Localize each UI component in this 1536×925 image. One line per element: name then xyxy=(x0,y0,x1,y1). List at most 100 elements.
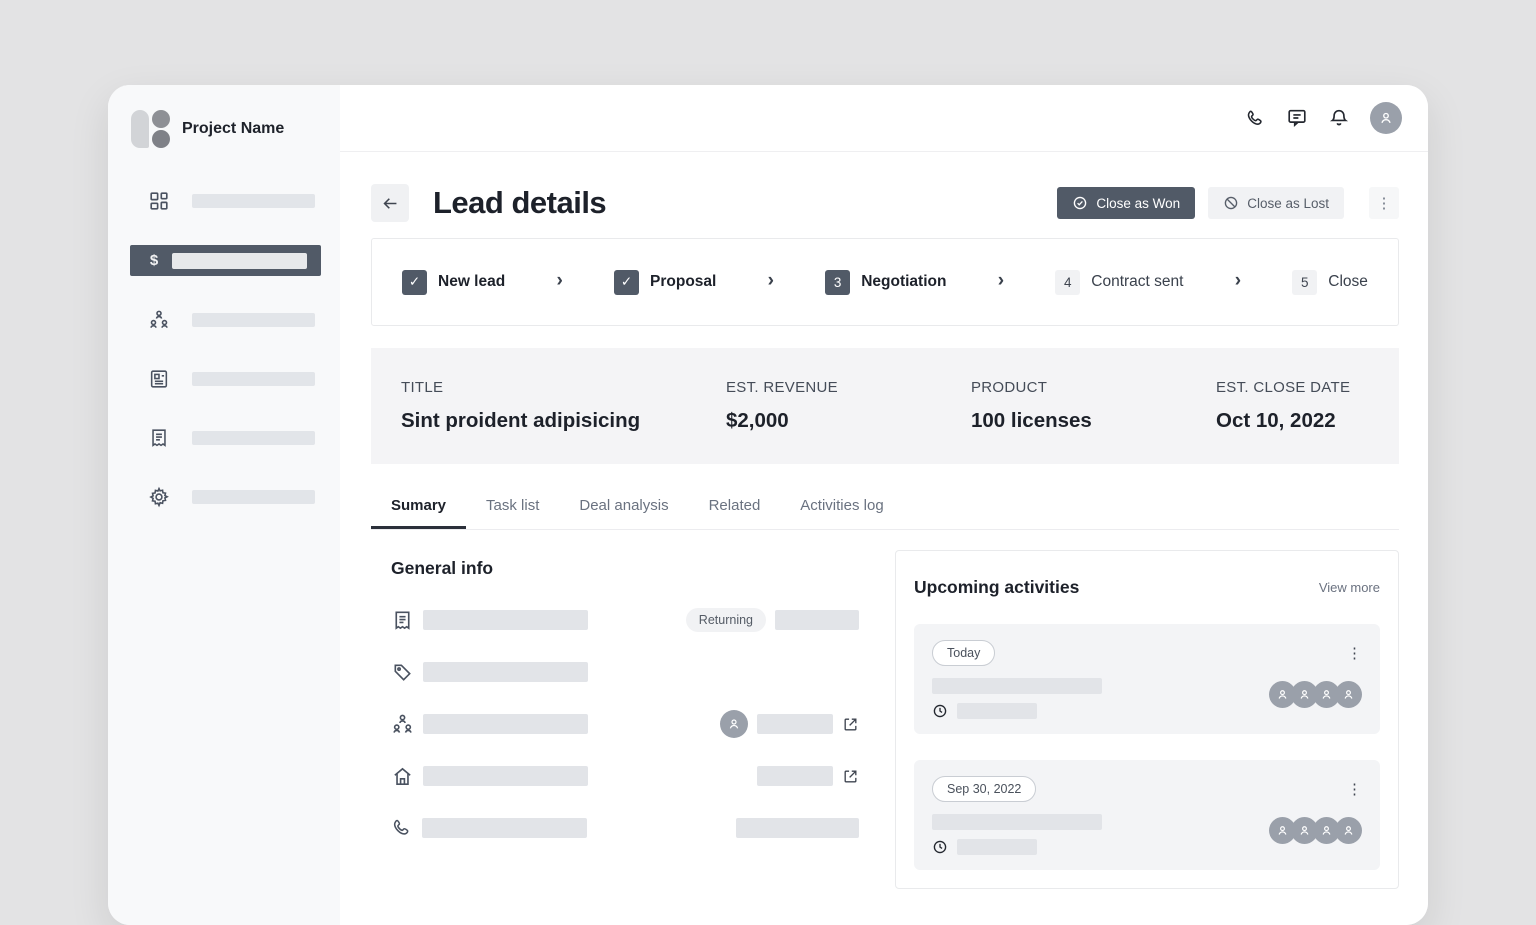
stage-number: 3 xyxy=(825,269,851,295)
value-placeholder xyxy=(757,766,833,786)
check-circle-icon xyxy=(1074,196,1087,210)
general-info-title: General info xyxy=(391,558,494,578)
chevron-right-icon: › xyxy=(997,270,1005,291)
field-product: PRODUCT 100 licenses xyxy=(971,379,1216,433)
date-badge: Sep 30, 2022 xyxy=(932,776,1037,802)
project-name: Project Name xyxy=(182,120,285,137)
nav-placeholder xyxy=(192,490,315,504)
detail-tabs: Sumary Task list Deal analysis Related A… xyxy=(371,491,1399,530)
sidebar-item-invoices[interactable] xyxy=(148,423,340,453)
activity-card-today[interactable]: Today ⋮ xyxy=(914,624,1380,734)
content-columns: General info Returning xyxy=(371,550,1399,889)
page-header: Lead details Close as Won Close as Lost … xyxy=(340,152,1428,222)
clock-icon xyxy=(932,839,948,855)
logo-dot-bottom xyxy=(152,130,170,148)
tab-task-list[interactable]: Task list xyxy=(486,497,540,514)
close-as-won-button[interactable]: Close as Won xyxy=(1057,187,1196,219)
date-badge: Today xyxy=(932,640,996,666)
stage-number: 5 xyxy=(1292,269,1318,295)
value-placeholder xyxy=(423,662,588,682)
info-row-owner xyxy=(391,709,859,739)
stage-new-lead[interactable]: ✓ New lead xyxy=(402,269,506,295)
more-actions-button[interactable]: ⋮ xyxy=(1369,187,1399,219)
attendee-avatars xyxy=(1269,681,1362,708)
activity-time-placeholder xyxy=(957,839,1037,855)
row-right: Returning xyxy=(685,608,859,632)
pipeline-stage-bar: ✓ New lead › ✓ Proposal › 3 Negotiation … xyxy=(371,238,1399,326)
stage-number: 4 xyxy=(1055,269,1081,295)
stage-proposal[interactable]: ✓ Proposal xyxy=(614,269,717,295)
activity-title-placeholder xyxy=(932,678,1102,694)
stage-negotiation[interactable]: 3 Negotiation xyxy=(825,269,946,295)
sidebar-item-contacts[interactable] xyxy=(148,305,340,335)
org-chart-icon xyxy=(148,309,170,331)
receipt-icon xyxy=(391,609,414,632)
activity-time-row xyxy=(932,839,1362,855)
activity-time-row xyxy=(932,703,1362,719)
external-link-icon[interactable] xyxy=(842,768,859,785)
value-placeholder xyxy=(423,714,588,734)
gear-icon xyxy=(148,486,170,508)
close-as-won-label: Close as Won xyxy=(1096,195,1181,211)
activity-time-placeholder xyxy=(957,703,1037,719)
user-avatar[interactable] xyxy=(1370,102,1402,134)
stage-label: New lead xyxy=(438,273,506,290)
field-label: PRODUCT xyxy=(971,379,1048,396)
tab-summary[interactable]: Sumary xyxy=(371,491,466,529)
chevron-right-icon: › xyxy=(1234,270,1242,291)
chevron-right-icon: › xyxy=(556,270,563,291)
attendee-avatar xyxy=(1335,681,1362,708)
tab-activities-log[interactable]: Activities log xyxy=(800,497,884,514)
field-value: Oct 10, 2022 xyxy=(1216,409,1336,432)
kebab-icon[interactable]: ⋮ xyxy=(1347,781,1362,798)
lead-summary-bar: TITLE Sint proident adipisicing EST. REV… xyxy=(371,348,1399,464)
clock-icon xyxy=(932,703,948,719)
field-title: TITLE Sint proident adipisicing xyxy=(401,379,726,433)
row-right xyxy=(757,766,859,786)
general-info-section: General info Returning xyxy=(371,550,875,889)
close-as-lost-button[interactable]: Close as Lost xyxy=(1208,187,1344,219)
returning-badge: Returning xyxy=(685,608,766,632)
slash-circle-icon xyxy=(1224,196,1238,210)
chat-icon[interactable] xyxy=(1286,107,1308,129)
value-placeholder xyxy=(757,714,833,734)
header-actions: Close as Won Close as Lost ⋮ xyxy=(1057,187,1399,219)
sidebar-item-deals[interactable]: $ xyxy=(130,245,321,276)
sidebar-item-settings[interactable] xyxy=(148,482,340,512)
external-link-icon[interactable] xyxy=(842,716,859,733)
field-value: 100 licenses xyxy=(971,409,1092,432)
tab-deal-analysis[interactable]: Deal analysis xyxy=(579,497,669,514)
receipt-icon xyxy=(148,427,170,449)
nav-placeholder xyxy=(172,252,307,269)
bell-icon[interactable] xyxy=(1328,107,1350,129)
nav-placeholder xyxy=(192,372,315,386)
back-button[interactable] xyxy=(371,184,409,222)
stage-label: Proposal xyxy=(650,273,717,290)
sidebar-item-documents[interactable] xyxy=(148,364,340,394)
value-placeholder xyxy=(736,818,859,838)
info-row-phone xyxy=(391,813,859,843)
phone-icon[interactable] xyxy=(1245,108,1266,129)
field-label: TITLE xyxy=(401,379,444,396)
row-right xyxy=(720,710,859,738)
view-more-link[interactable]: View more xyxy=(1318,580,1380,595)
sidebar-item-dashboard[interactable] xyxy=(148,186,340,216)
panel-header: Upcoming activities View more xyxy=(914,577,1380,598)
stage-close[interactable]: 5 Close xyxy=(1292,269,1368,295)
tab-related[interactable]: Related xyxy=(708,497,761,514)
nav-placeholder xyxy=(192,313,315,327)
dollar-icon: $ xyxy=(149,252,159,269)
field-est-revenue: EST. REVENUE $2,000 xyxy=(726,379,971,433)
activity-card-sep-30[interactable]: Sep 30, 2022 ⋮ xyxy=(914,760,1380,870)
kebab-icon[interactable]: ⋮ xyxy=(1347,645,1362,662)
app-window: Project Name $ xyxy=(108,85,1428,925)
stage-contract-sent[interactable]: 4 Contract sent xyxy=(1055,269,1183,295)
sidebar: Project Name $ xyxy=(108,85,340,925)
org-chart-icon xyxy=(391,713,414,736)
attendee-avatar xyxy=(1335,817,1362,844)
home-icon xyxy=(391,765,414,788)
upcoming-activities-panel: Upcoming activities View more Today ⋮ xyxy=(895,550,1399,889)
info-row-tag xyxy=(391,657,859,687)
contact-avatar xyxy=(720,710,748,738)
app-logo xyxy=(131,108,170,150)
